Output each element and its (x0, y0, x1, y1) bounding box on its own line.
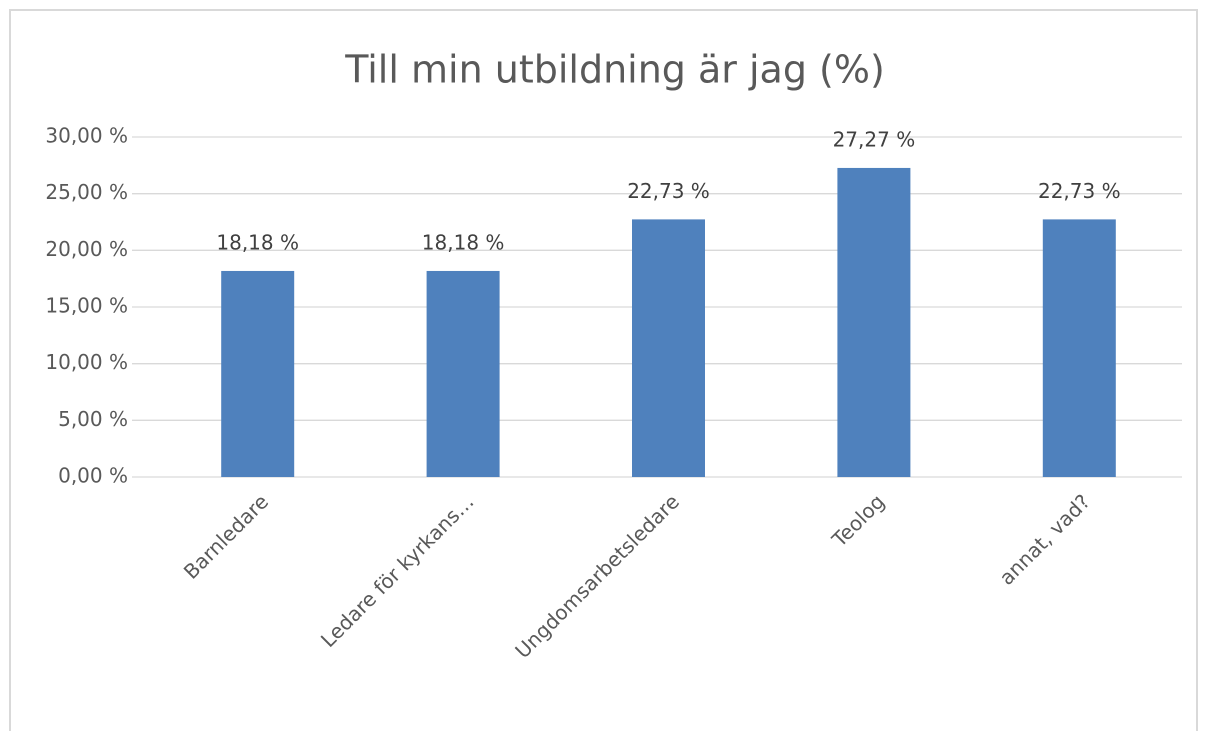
bar (1042, 219, 1116, 478)
bar (221, 270, 295, 477)
y-tick-label: 10,00 % (45, 350, 128, 374)
value-label: 18,18 % (422, 230, 505, 254)
chart-frame (9, 9, 1198, 731)
chart-title: Till min utbildning är jag (%) (344, 48, 885, 92)
bar (426, 270, 500, 477)
value-label: 18,18 % (216, 230, 299, 254)
y-tick-label: 20,00 % (45, 237, 128, 261)
value-label: 22,73 % (1038, 179, 1121, 203)
y-tick-label: 5,00 % (58, 407, 128, 431)
y-tick-label: 15,00 % (45, 294, 128, 318)
y-tick-label: 30,00 % (45, 124, 128, 148)
y-tick-label: 0,00 % (58, 464, 128, 488)
bar (837, 167, 911, 477)
y-tick-label: 25,00 % (45, 180, 128, 204)
value-label: 27,27 % (833, 127, 916, 151)
value-label: 22,73 % (627, 179, 710, 203)
bar (632, 219, 705, 478)
